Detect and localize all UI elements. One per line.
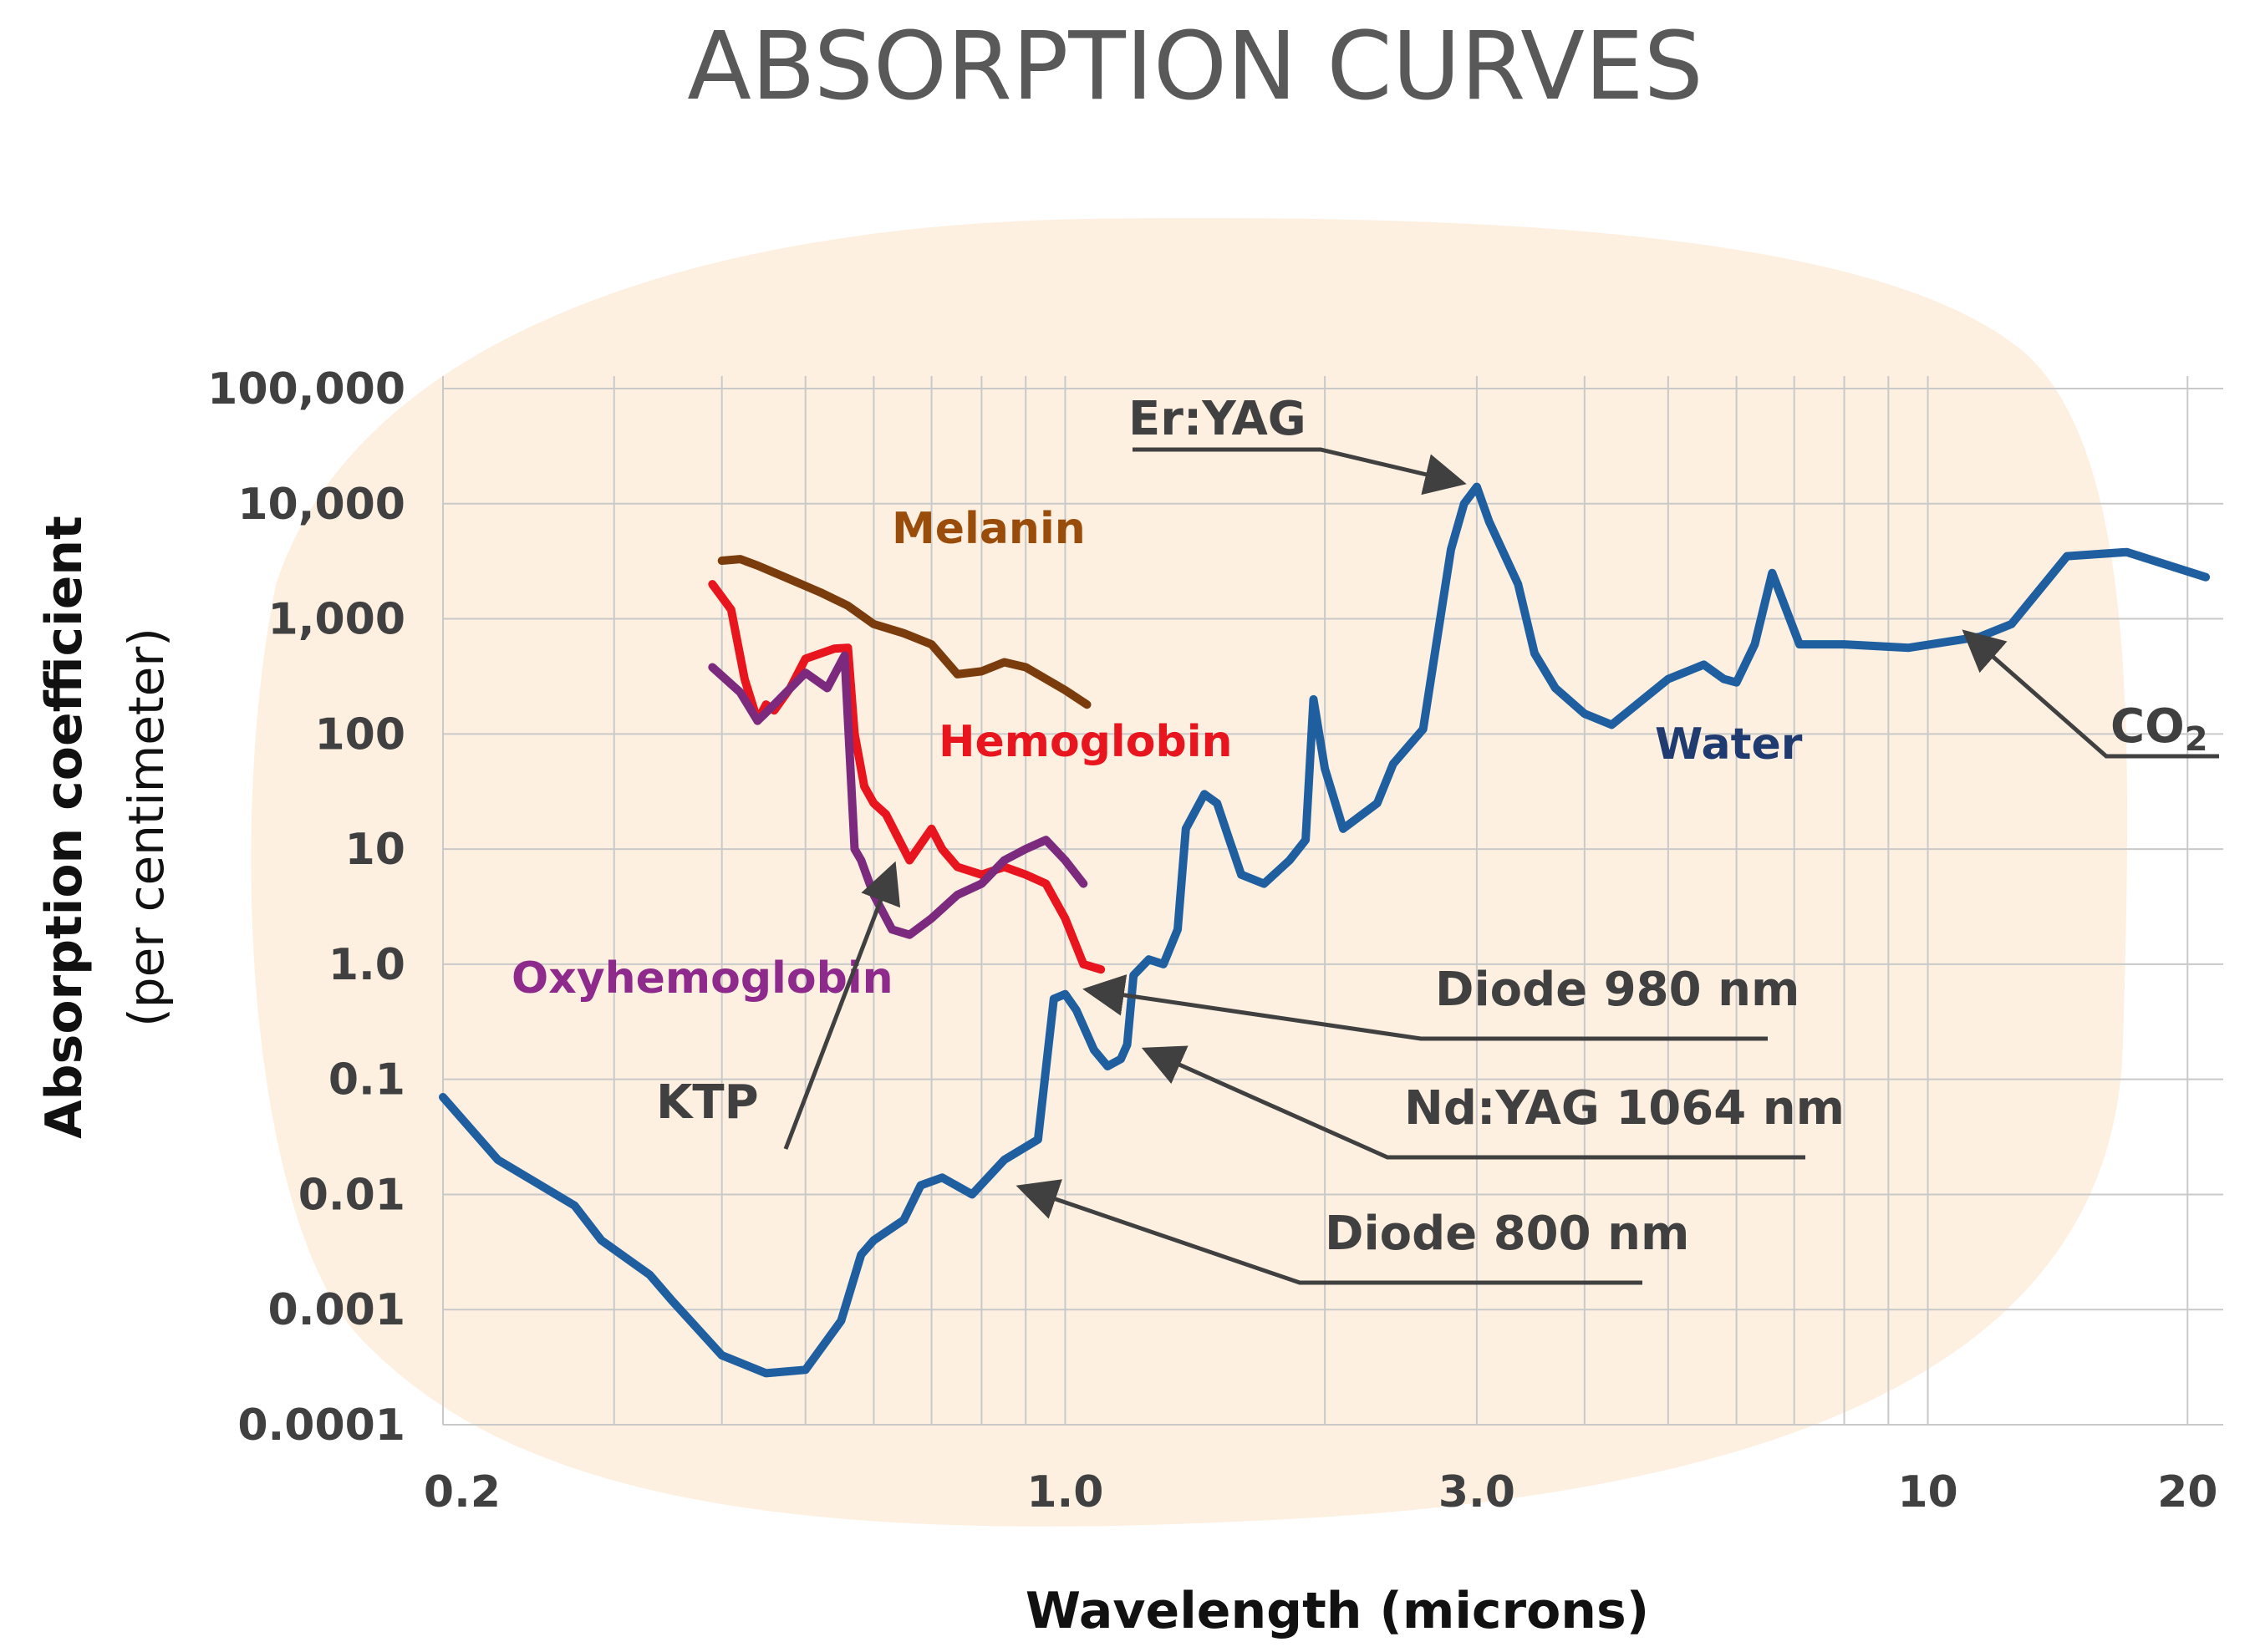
y-tick-label: 0.001	[268, 1285, 405, 1335]
water-line	[439, 482, 2211, 1378]
eryag-arrow	[1133, 447, 1467, 496]
hemoglobin-label: Hemoglobin	[939, 717, 1233, 767]
diode800-arrow	[1016, 1179, 1642, 1285]
diode980-label: Diode 980 nm	[1435, 963, 1799, 1017]
eryag-label: Er:YAG	[1128, 392, 1306, 446]
x-tick-label: 1.0	[1026, 1467, 1103, 1517]
y-tick-label: 0.01	[298, 1170, 405, 1220]
hemoglobin-line	[708, 580, 1106, 974]
series-group	[439, 482, 2211, 1378]
x-axis-ticks: 0.2 1.0 3.0 10 20	[424, 1467, 2218, 1517]
oxyhemoglobin-line	[708, 651, 1088, 939]
y-tick-label: 10	[345, 825, 405, 875]
background-blob	[251, 217, 2128, 1527]
y-axis-ticks: 100,000 10,000 1,000 100 10 1.0 0.1 0.01 0.001 0.…	[207, 364, 405, 1451]
oxyhemoglobin-label: Oxyhemoglobin	[512, 953, 893, 1004]
ndyag-label: Nd:YAG 1064 nm	[1404, 1081, 1845, 1136]
ktp-label: KTP	[656, 1075, 759, 1130]
x-tick-label: 10	[1897, 1467, 1957, 1517]
melanin-line	[717, 555, 1092, 709]
ktp-arrow	[783, 861, 901, 1150]
co2-label: CO2	[2110, 699, 2208, 759]
y-tick-label: 0.1	[328, 1055, 405, 1106]
y-axis-subtitle: (per centimeter)	[118, 628, 175, 1027]
diode980-arrow	[1082, 974, 1768, 1041]
co2-arrow	[1962, 629, 2219, 759]
x-tick-label: 0.2	[424, 1467, 501, 1517]
y-tick-label: 1.0	[328, 940, 405, 990]
y-tick-label: 1,000	[268, 595, 405, 645]
water-label: Water	[1655, 719, 1803, 770]
x-tick-label: 3.0	[1438, 1467, 1515, 1517]
y-tick-label: 100,000	[207, 364, 405, 414]
chart-title: ABSORPTION CURVES	[687, 13, 1703, 121]
x-tick-label: 20	[2157, 1467, 2217, 1517]
diode800-label: Diode 800 nm	[1325, 1207, 1689, 1261]
y-tick-label: 100	[314, 709, 405, 760]
y-tick-label: 0.0001	[237, 1400, 405, 1451]
annotations: Er:YAG CO2 Diode 980 nm Nd:YAG 1064 nm D…	[656, 392, 2219, 1285]
y-tick-label: 10,000	[237, 480, 405, 530]
ndyag-arrow	[1141, 1045, 1805, 1160]
x-axis-title: Wavelength (microns)	[1026, 1582, 1649, 1640]
y-axis-title: Absorption coefficient	[35, 516, 94, 1139]
melanin-label: Melanin	[892, 504, 1086, 554]
